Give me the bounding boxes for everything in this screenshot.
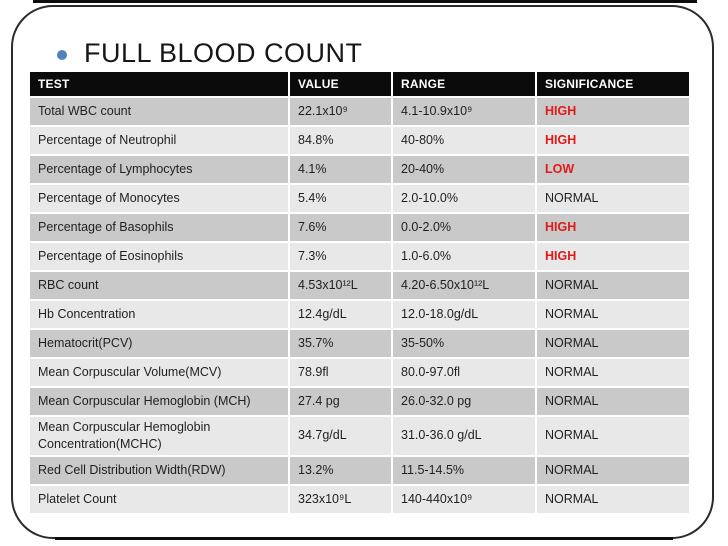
blood-count-table: TEST VALUE RANGE SIGNIFICANCE Total WBC …	[28, 70, 691, 515]
page-title: FULL BLOOD COUNT	[84, 38, 363, 68]
test-name-cell: Hb Concentration	[30, 301, 288, 328]
range-cell: 4.20-6.50x10¹²L	[393, 272, 535, 299]
range-cell: 1.0-6.0%	[393, 243, 535, 270]
table-row: Percentage of Neutrophil 84.8% 40-80% HI…	[30, 127, 689, 154]
test-name-cell: Total WBC count	[30, 98, 288, 125]
table-row: Mean Corpuscular Hemoglobin Concentratio…	[30, 417, 689, 455]
value-cell: 35.7%	[290, 330, 391, 357]
table-body: Total WBC count 22.1x10⁹ 4.1-10.9x10⁹ HI…	[30, 98, 689, 513]
table-row: Percentage of Eosinophils 7.3% 1.0-6.0% …	[30, 243, 689, 270]
significance-value: NORMAL	[537, 485, 689, 513]
value-cell: 12.4g/dL	[290, 301, 391, 328]
significance-value: NORMAL	[537, 359, 689, 386]
table-row: Mean Corpuscular Volume(MCV) 78.9fl 80.0…	[30, 359, 689, 386]
significance-value: HIGH	[537, 214, 689, 241]
test-name-cell: Percentage of Basophils	[30, 214, 288, 241]
slide-bottom-edge	[55, 537, 673, 540]
test-name-cell: Percentage of Neutrophil	[30, 127, 288, 154]
test-name-cell: Mean Corpuscular Hemoglobin (MCH)	[30, 388, 288, 415]
table-header: TEST VALUE RANGE SIGNIFICANCE	[30, 72, 689, 96]
range-cell: 31.0-36.0 g/dL	[393, 417, 535, 455]
range-cell: 12.0-18.0g/dL	[393, 301, 535, 328]
range-cell: 26.0-32.0 pg	[393, 388, 535, 415]
range-cell: 40-80%	[393, 127, 535, 154]
significance-value: NORMAL	[537, 388, 689, 415]
value-cell: 13.2%	[290, 456, 391, 484]
value-cell: 22.1x10⁹	[290, 98, 391, 125]
value-cell: 27.4 pg	[290, 388, 391, 415]
value-cell: 78.9fl	[290, 359, 391, 386]
significance-value: NORMAL	[537, 417, 689, 455]
test-name-cell: Platelet Count	[30, 485, 288, 513]
significance-value: LOW	[537, 156, 689, 183]
range-cell: 4.1-10.9x10⁹	[393, 98, 535, 125]
table-row: Hematocrit(PCV) 35.7% 35-50% NORMAL	[30, 330, 689, 357]
value-cell: 7.3%	[290, 243, 391, 270]
range-cell: 140-440x10⁹	[393, 485, 535, 513]
range-cell: 2.0-10.0%	[393, 185, 535, 212]
slide-top-edge	[33, 0, 697, 3]
value-cell: 4.53x10¹²L	[290, 272, 391, 299]
table-row: Mean Corpuscular Hemoglobin (MCH) 27.4 p…	[30, 388, 689, 415]
column-header-range: RANGE	[393, 72, 535, 96]
test-name-cell: Percentage of Lymphocytes	[30, 156, 288, 183]
significance-value: NORMAL	[537, 330, 689, 357]
bullet-icon	[57, 49, 67, 60]
table-row: Red Cell Distribution Width(RDW) 13.2% 1…	[30, 456, 689, 484]
significance-value: HIGH	[537, 98, 689, 125]
significance-value: NORMAL	[537, 272, 689, 299]
table-row: Platelet Count 323x10⁹L 140-440x10⁹ NORM…	[30, 485, 689, 513]
test-name-cell: Mean Corpuscular Hemoglobin Concentratio…	[30, 417, 288, 455]
test-name-cell: RBC count	[30, 272, 288, 299]
header-row: TEST VALUE RANGE SIGNIFICANCE	[30, 72, 689, 96]
range-cell: 20-40%	[393, 156, 535, 183]
table-row: Total WBC count 22.1x10⁹ 4.1-10.9x10⁹ HI…	[30, 98, 689, 125]
test-name-cell: Hematocrit(PCV)	[30, 330, 288, 357]
slide-title-row: FULL BLOOD COUNT	[57, 38, 363, 69]
range-cell: 35-50%	[393, 330, 535, 357]
table-row: Percentage of Basophils 7.6% 0.0-2.0% HI…	[30, 214, 689, 241]
test-name-cell: Red Cell Distribution Width(RDW)	[30, 456, 288, 484]
range-cell: 11.5-14.5%	[393, 456, 535, 484]
significance-value: NORMAL	[537, 185, 689, 212]
significance-value: NORMAL	[537, 301, 689, 328]
value-cell: 323x10⁹L	[290, 485, 391, 513]
value-cell: 7.6%	[290, 214, 391, 241]
significance-value: HIGH	[537, 127, 689, 154]
column-header-test: TEST	[30, 72, 288, 96]
test-name-cell: Percentage of Monocytes	[30, 185, 288, 212]
range-cell: 0.0-2.0%	[393, 214, 535, 241]
table-row: Percentage of Lymphocytes 4.1% 20-40% LO…	[30, 156, 689, 183]
column-header-value: VALUE	[290, 72, 391, 96]
test-name-cell: Percentage of Eosinophils	[30, 243, 288, 270]
value-cell: 4.1%	[290, 156, 391, 183]
table-row: RBC count 4.53x10¹²L 4.20-6.50x10¹²L NOR…	[30, 272, 689, 299]
table-row: Percentage of Monocytes 5.4% 2.0-10.0% N…	[30, 185, 689, 212]
range-cell: 80.0-97.0fl	[393, 359, 535, 386]
value-cell: 34.7g/dL	[290, 417, 391, 455]
significance-value: NORMAL	[537, 456, 689, 484]
value-cell: 84.8%	[290, 127, 391, 154]
table-row: Hb Concentration 12.4g/dL 12.0-18.0g/dL …	[30, 301, 689, 328]
column-header-significance: SIGNIFICANCE	[537, 72, 689, 96]
significance-value: HIGH	[537, 243, 689, 270]
test-name-cell: Mean Corpuscular Volume(MCV)	[30, 359, 288, 386]
value-cell: 5.4%	[290, 185, 391, 212]
